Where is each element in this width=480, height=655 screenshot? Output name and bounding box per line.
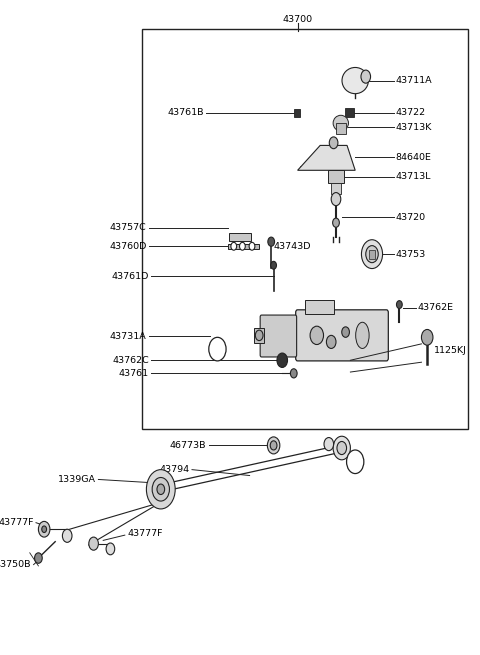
Polygon shape <box>228 244 259 249</box>
Circle shape <box>270 441 277 450</box>
Text: 43762C: 43762C <box>112 356 149 365</box>
Circle shape <box>267 437 280 454</box>
Circle shape <box>209 337 226 361</box>
Circle shape <box>157 484 165 495</box>
Text: 43713K: 43713K <box>395 122 432 132</box>
Circle shape <box>337 441 347 455</box>
Text: 43762E: 43762E <box>417 303 453 312</box>
Text: 43761D: 43761D <box>111 272 149 281</box>
Circle shape <box>106 543 115 555</box>
Circle shape <box>42 526 47 533</box>
Text: 43761: 43761 <box>119 369 149 378</box>
Text: A: A <box>352 457 359 466</box>
Circle shape <box>361 240 383 269</box>
Circle shape <box>324 438 334 451</box>
Text: 43794: 43794 <box>159 465 190 474</box>
Circle shape <box>89 537 98 550</box>
Text: 43731A: 43731A <box>109 331 146 341</box>
Text: 43743D: 43743D <box>274 242 311 252</box>
Circle shape <box>271 261 276 269</box>
Circle shape <box>255 330 263 341</box>
Circle shape <box>310 326 324 345</box>
Circle shape <box>396 301 402 309</box>
Polygon shape <box>298 145 355 170</box>
Text: 43757C: 43757C <box>109 223 146 233</box>
Circle shape <box>361 70 371 83</box>
Bar <box>331 183 341 194</box>
Bar <box>369 250 375 259</box>
Circle shape <box>62 529 72 542</box>
Circle shape <box>329 137 338 149</box>
Bar <box>328 170 344 183</box>
Text: 84640E: 84640E <box>395 153 431 162</box>
Bar <box>142 29 468 429</box>
Circle shape <box>277 353 288 367</box>
Text: A: A <box>214 345 221 354</box>
Bar <box>254 328 264 343</box>
Bar <box>345 108 354 117</box>
Circle shape <box>326 335 336 348</box>
Circle shape <box>366 246 378 263</box>
Circle shape <box>268 237 275 246</box>
Text: 43750B: 43750B <box>0 560 31 569</box>
Text: 43777F: 43777F <box>127 529 163 538</box>
Circle shape <box>331 193 341 206</box>
Text: 1339GA: 1339GA <box>58 475 96 484</box>
Circle shape <box>231 242 237 250</box>
Text: 43713L: 43713L <box>395 172 431 181</box>
Bar <box>305 300 334 314</box>
Circle shape <box>333 436 350 460</box>
Bar <box>336 123 346 134</box>
Circle shape <box>38 521 50 537</box>
Circle shape <box>421 329 433 345</box>
Text: 1125KJ: 1125KJ <box>434 346 467 355</box>
FancyBboxPatch shape <box>296 310 388 361</box>
Circle shape <box>249 242 255 250</box>
Text: 43700: 43700 <box>283 15 312 24</box>
Text: 43722: 43722 <box>395 108 425 117</box>
Text: 43720: 43720 <box>395 213 425 222</box>
Text: 46773B: 46773B <box>170 441 206 450</box>
Circle shape <box>35 553 42 563</box>
Bar <box>294 109 300 117</box>
Circle shape <box>333 218 339 227</box>
Circle shape <box>146 470 175 509</box>
FancyBboxPatch shape <box>260 315 297 357</box>
Text: 43711A: 43711A <box>395 76 432 85</box>
Ellipse shape <box>342 67 369 94</box>
Circle shape <box>347 450 364 474</box>
Text: 43760D: 43760D <box>109 242 146 251</box>
Text: 43761B: 43761B <box>168 108 204 117</box>
Polygon shape <box>229 233 251 241</box>
Circle shape <box>290 369 297 378</box>
Circle shape <box>240 242 245 250</box>
Text: 43753: 43753 <box>395 250 425 259</box>
Circle shape <box>342 327 349 337</box>
Ellipse shape <box>356 322 369 348</box>
Ellipse shape <box>333 115 348 131</box>
Circle shape <box>152 477 169 501</box>
Text: 43777F: 43777F <box>0 518 34 527</box>
